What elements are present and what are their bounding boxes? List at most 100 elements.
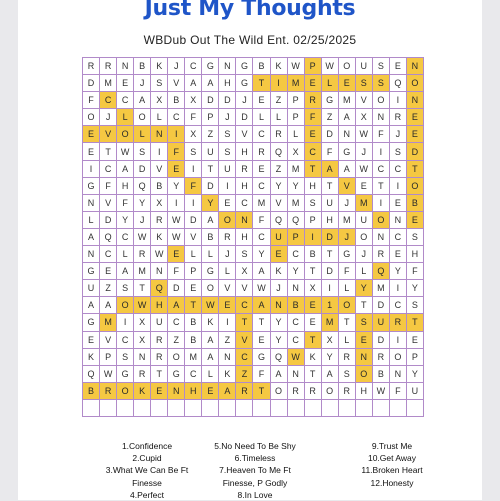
grid-cell[interactable]: W: [134, 228, 152, 247]
grid-cell[interactable]: L: [202, 246, 220, 264]
grid-cell[interactable]: R: [151, 211, 169, 229]
grid-cell[interactable]: F: [406, 263, 424, 281]
grid-cell[interactable]: T: [355, 297, 373, 315]
grid-cell[interactable]: K: [151, 228, 169, 247]
grid-cell[interactable]: N: [406, 58, 424, 76]
grid-cell[interactable]: W: [117, 143, 135, 161]
grid-cell[interactable]: C: [304, 143, 322, 161]
grid-cell[interactable]: U: [372, 314, 390, 332]
grid-cell[interactable]: S: [185, 143, 203, 161]
grid-cell[interactable]: L: [202, 365, 220, 383]
grid-cell[interactable]: H: [185, 382, 203, 400]
grid-cell[interactable]: Z: [236, 365, 254, 383]
grid-cell[interactable]: A: [202, 211, 220, 229]
grid-cell[interactable]: E: [355, 331, 373, 349]
grid-cell[interactable]: N: [406, 92, 424, 110]
grid-cell[interactable]: D: [321, 228, 339, 247]
grid-cell[interactable]: H: [236, 228, 254, 247]
grid-cell[interactable]: N: [219, 348, 237, 366]
grid-cell[interactable]: H: [304, 177, 322, 195]
grid-cell[interactable]: N: [236, 211, 254, 229]
grid-cell[interactable]: V: [100, 331, 118, 349]
grid-cell[interactable]: R: [389, 109, 407, 127]
grid-cell[interactable]: J: [355, 143, 373, 161]
grid-cell[interactable]: B: [253, 58, 271, 76]
grid-cell[interactable]: Y: [287, 177, 305, 195]
grid-cell[interactable]: T: [134, 280, 152, 298]
grid-cell[interactable]: O: [338, 58, 356, 76]
grid-cell[interactable]: D: [372, 297, 390, 315]
grid-cell[interactable]: A: [202, 348, 220, 366]
grid-cell[interactable]: E: [168, 246, 186, 264]
grid-cell[interactable]: Z: [219, 331, 237, 349]
grid-cell[interactable]: C: [389, 160, 407, 178]
grid-cell[interactable]: W: [287, 58, 305, 76]
grid-cell[interactable]: B: [406, 194, 424, 212]
grid-cell[interactable]: S: [304, 194, 322, 212]
grid-cell[interactable]: N: [270, 297, 288, 315]
grid-cell[interactable]: C: [117, 228, 135, 247]
grid-cell[interactable]: X: [304, 280, 322, 298]
grid-cell[interactable]: I: [372, 194, 390, 212]
grid-cell[interactable]: O: [406, 75, 424, 93]
grid-cell[interactable]: N: [372, 228, 390, 247]
grid-cell[interactable]: E: [219, 194, 237, 212]
grid-cell[interactable]: Z: [270, 160, 288, 178]
grid-cell[interactable]: E: [304, 75, 322, 93]
grid-cell[interactable]: G: [236, 58, 254, 76]
grid-cell[interactable]: K: [270, 58, 288, 76]
grid-cell[interactable]: L: [134, 126, 152, 144]
grid-cell[interactable]: J: [236, 92, 254, 110]
grid-cell[interactable]: P: [406, 348, 424, 366]
grid-cell[interactable]: O: [406, 177, 424, 195]
grid-cell[interactable]: T: [202, 160, 220, 178]
grid-cell[interactable]: I: [389, 280, 407, 298]
grid-cell[interactable]: L: [151, 109, 169, 127]
grid-cell[interactable]: J: [355, 246, 373, 264]
grid-cell[interactable]: S: [151, 75, 169, 93]
grid-cell[interactable]: E: [100, 263, 118, 281]
grid-cell[interactable]: E: [151, 382, 169, 400]
grid-cell[interactable]: A: [338, 109, 356, 127]
grid-cell[interactable]: E: [202, 382, 220, 400]
grid-cell[interactable]: C: [372, 160, 390, 178]
grid-cell[interactable]: D: [168, 280, 186, 298]
grid-cell[interactable]: C: [117, 331, 135, 349]
grid-cell[interactable]: U: [151, 314, 169, 332]
grid-cell[interactable]: R: [372, 246, 390, 264]
grid-cell[interactable]: Y: [355, 280, 373, 298]
grid-cell[interactable]: T: [253, 314, 271, 332]
grid-cell[interactable]: Q: [270, 348, 288, 366]
grid-cell[interactable]: T: [151, 365, 169, 383]
grid-cell[interactable]: R: [100, 382, 118, 400]
grid-cell[interactable]: B: [304, 246, 322, 264]
grid-cell[interactable]: B: [134, 58, 152, 76]
grid-cell[interactable]: H: [236, 143, 254, 161]
grid-cell[interactable]: L: [185, 246, 203, 264]
grid-cell[interactable]: K: [134, 382, 152, 400]
grid-cell[interactable]: F: [168, 143, 186, 161]
grid-cell[interactable]: C: [389, 297, 407, 315]
grid-cell[interactable]: E: [406, 126, 424, 144]
grid-cell[interactable]: C: [236, 348, 254, 366]
grid-cell[interactable]: H: [117, 177, 135, 195]
grid-cell[interactable]: R: [134, 246, 152, 264]
grid-cell[interactable]: N: [338, 126, 356, 144]
grid-cell[interactable]: S: [134, 143, 152, 161]
grid-cell[interactable]: W: [168, 211, 186, 229]
grid-cell[interactable]: W: [134, 297, 152, 315]
grid-cell[interactable]: F: [338, 263, 356, 281]
grid-cell[interactable]: C: [253, 126, 271, 144]
grid-cell[interactable]: C: [236, 194, 254, 212]
grid-cell[interactable]: J: [134, 211, 152, 229]
grid-cell[interactable]: T: [253, 75, 271, 93]
grid-cell[interactable]: T: [253, 382, 271, 400]
grid-cell[interactable]: C: [236, 297, 254, 315]
grid-cell[interactable]: I: [270, 75, 288, 93]
grid-cell[interactable]: D: [83, 75, 101, 93]
grid-cell[interactable]: B: [185, 314, 203, 332]
grid-cell[interactable]: O: [117, 382, 135, 400]
grid-cell[interactable]: C: [100, 160, 118, 178]
grid-cell[interactable]: O: [372, 211, 390, 229]
grid-cell[interactable]: V: [236, 331, 254, 349]
